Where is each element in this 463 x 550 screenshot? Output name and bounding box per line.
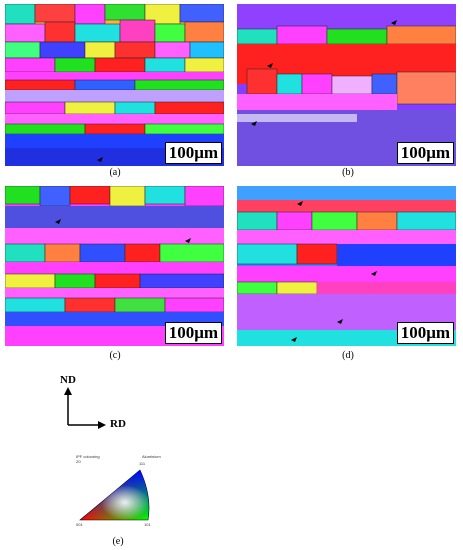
legend-material: Aluminium [142,454,161,459]
axis-label-nd: ND [60,374,76,386]
panel-label-c: (c) [109,350,121,361]
panel-label-b: (b) [342,167,354,178]
scale-bar-c: 100μm [164,322,222,344]
grains-c [5,186,224,346]
panel-label-d: (d) [342,350,354,361]
legend-corner-111: 111 [139,461,146,466]
ebsd-map-b [237,4,456,166]
legend-title-2: Z0 [76,459,81,464]
panel-c: 100μm [5,186,224,346]
ebsd-map-a [5,4,224,166]
panel-b: 100μm [237,4,456,166]
ipf-triangle [79,469,150,521]
ebsd-map-c [5,186,224,346]
panel-a: 100μm [5,4,224,166]
scale-bar-d: 100μm [396,322,454,344]
panel-d: 100μm [237,186,456,346]
ebsd-map-d [237,186,456,346]
panel-label-e: (e) [112,536,124,547]
legend-corner-101: 101 [144,522,151,527]
scale-bar-a: 100μm [164,142,222,164]
panel-label-a: (a) [109,167,121,178]
legend-corner-001: 001 [76,522,83,527]
grains-a [5,4,224,166]
axis-label-rd: RD [110,418,126,430]
scale-bar-b: 100μm [396,142,454,164]
legend-title-1: IPF colouring [76,454,100,459]
axis-arrows [64,387,106,429]
